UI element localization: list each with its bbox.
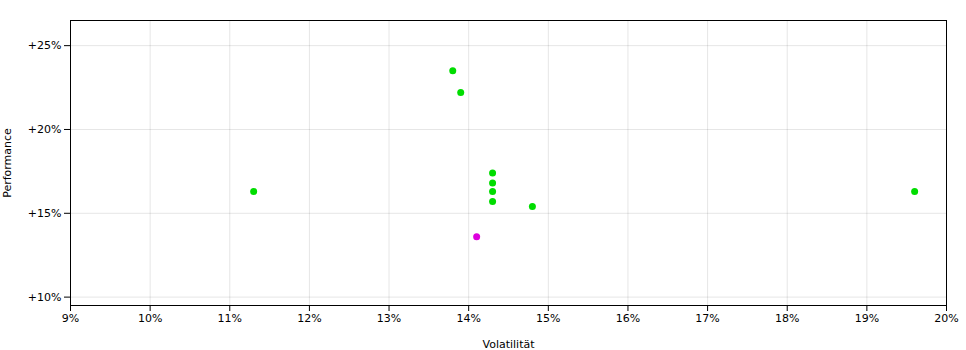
svg-text:18%: 18%	[775, 312, 799, 325]
svg-text:+20%: +20%	[28, 123, 62, 136]
svg-text:+25%: +25%	[28, 39, 62, 52]
svg-text:+10%: +10%	[28, 291, 62, 304]
svg-text:+15%: +15%	[28, 207, 62, 220]
svg-text:15%: 15%	[536, 312, 560, 325]
svg-text:19%: 19%	[855, 312, 879, 325]
svg-text:Volatilität: Volatilität	[482, 338, 535, 350]
svg-text:17%: 17%	[695, 312, 719, 325]
svg-text:Performance: Performance	[1, 128, 14, 198]
svg-text:9%: 9%	[62, 312, 79, 325]
svg-text:14%: 14%	[456, 312, 480, 325]
svg-text:11%: 11%	[218, 312, 242, 325]
svg-text:12%: 12%	[297, 312, 321, 325]
svg-text:20%: 20%	[934, 312, 958, 325]
svg-text:13%: 13%	[377, 312, 401, 325]
svg-text:10%: 10%	[138, 312, 162, 325]
svg-text:16%: 16%	[616, 312, 640, 325]
